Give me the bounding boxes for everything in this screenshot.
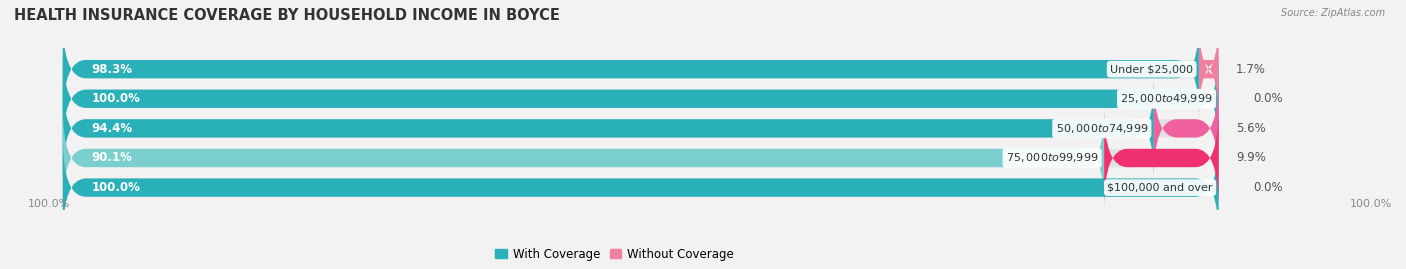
FancyBboxPatch shape — [1195, 19, 1222, 119]
Text: $25,000 to $49,999: $25,000 to $49,999 — [1121, 92, 1213, 105]
FancyBboxPatch shape — [63, 49, 1219, 149]
FancyBboxPatch shape — [63, 108, 1104, 208]
Text: HEALTH INSURANCE COVERAGE BY HOUSEHOLD INCOME IN BOYCE: HEALTH INSURANCE COVERAGE BY HOUSEHOLD I… — [14, 8, 560, 23]
Text: 90.1%: 90.1% — [91, 151, 132, 165]
Text: 9.9%: 9.9% — [1236, 151, 1265, 165]
Text: 1.7%: 1.7% — [1236, 63, 1265, 76]
Text: 0.0%: 0.0% — [1253, 181, 1282, 194]
Text: 100.0%: 100.0% — [91, 181, 141, 194]
Text: Source: ZipAtlas.com: Source: ZipAtlas.com — [1281, 8, 1385, 18]
Legend: With Coverage, Without Coverage: With Coverage, Without Coverage — [491, 243, 738, 265]
Text: 94.4%: 94.4% — [91, 122, 132, 135]
Text: $50,000 to $74,999: $50,000 to $74,999 — [1056, 122, 1149, 135]
FancyBboxPatch shape — [63, 108, 1219, 208]
Text: 98.3%: 98.3% — [91, 63, 132, 76]
Text: 100.0%: 100.0% — [1350, 199, 1392, 209]
FancyBboxPatch shape — [63, 19, 1219, 119]
Text: 100.0%: 100.0% — [91, 92, 141, 105]
Text: $100,000 and over: $100,000 and over — [1108, 183, 1213, 193]
Text: $75,000 to $99,999: $75,000 to $99,999 — [1005, 151, 1098, 165]
FancyBboxPatch shape — [1104, 108, 1219, 208]
Text: Under $25,000: Under $25,000 — [1111, 64, 1194, 74]
FancyBboxPatch shape — [63, 49, 1219, 149]
FancyBboxPatch shape — [63, 78, 1154, 178]
Text: 0.0%: 0.0% — [1253, 92, 1282, 105]
Text: 5.6%: 5.6% — [1236, 122, 1265, 135]
FancyBboxPatch shape — [63, 137, 1219, 238]
FancyBboxPatch shape — [63, 78, 1219, 178]
FancyBboxPatch shape — [1154, 78, 1219, 178]
FancyBboxPatch shape — [63, 19, 1199, 119]
FancyBboxPatch shape — [63, 137, 1219, 238]
Text: 100.0%: 100.0% — [28, 199, 70, 209]
